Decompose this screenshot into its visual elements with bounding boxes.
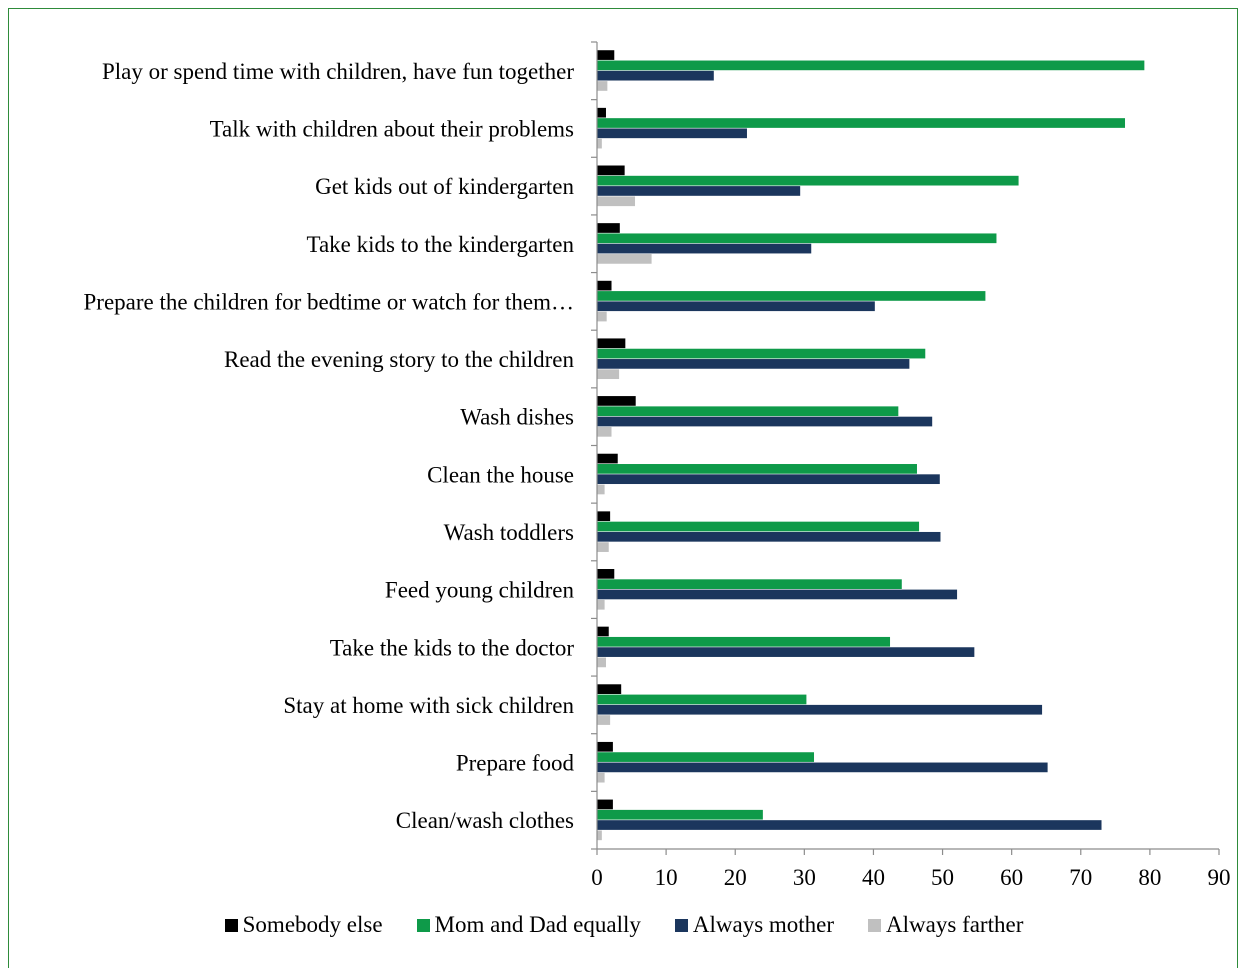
- category-label: Wash toddlers: [444, 520, 574, 545]
- bar-chart: Play or spend time with children, have f…: [84, 41, 1231, 890]
- bar-somebody-else-9: [597, 511, 611, 522]
- bar-always-farther-1: [597, 81, 608, 91]
- bar-always-farther-6: [597, 369, 620, 380]
- bar-always-mother-7: [597, 416, 933, 427]
- bar-always-farther-2: [597, 138, 602, 149]
- bar-somebody-else-4: [597, 223, 620, 233]
- bar-always-farther-5: [597, 311, 607, 322]
- category-label: Read the evening story to the children: [224, 347, 575, 372]
- x-tick-label: 20: [724, 865, 747, 890]
- x-tick-label: 10: [655, 865, 678, 890]
- category-label: Feed young children: [385, 578, 575, 603]
- bar-always-mother-10: [597, 589, 958, 600]
- legend-swatch: [416, 918, 430, 932]
- bar-mom-and-dad-equally-4: [597, 233, 997, 244]
- bar-mom-and-dad-equally-7: [597, 406, 899, 417]
- bar-always-mother-3: [597, 186, 801, 196]
- category-label: Get kids out of kindergarten: [315, 174, 574, 199]
- bar-always-mother-5: [597, 301, 875, 312]
- bar-somebody-else-5: [597, 280, 612, 291]
- bar-mom-and-dad-equally-9: [597, 521, 920, 532]
- x-tick-label: 30: [793, 865, 816, 890]
- bar-mom-and-dad-equally-2: [597, 118, 1126, 128]
- category-label: Clean the house: [427, 462, 574, 487]
- bar-always-farther-7: [597, 426, 612, 437]
- bar-somebody-else-2: [597, 107, 606, 118]
- bar-always-mother-11: [597, 647, 975, 657]
- category-label: Clean/wash clothes: [396, 808, 574, 833]
- bar-always-farther-3: [597, 196, 636, 207]
- bar-somebody-else-7: [597, 396, 636, 406]
- bar-somebody-else-14: [597, 799, 613, 810]
- bar-always-mother-1: [597, 70, 714, 81]
- bar-mom-and-dad-equally-11: [597, 636, 891, 647]
- legend-item: Mom and Dad equally: [416, 912, 641, 938]
- legend-swatch: [224, 918, 238, 932]
- bar-mom-and-dad-equally-3: [597, 175, 1019, 186]
- bar-always-mother-13: [597, 762, 1048, 773]
- legend-swatch: [868, 918, 882, 932]
- legend: Somebody else Mom and Dad equally Always m…: [0, 912, 1248, 938]
- legend-swatch: [674, 918, 688, 932]
- bar-always-farther-4: [597, 254, 652, 264]
- bar-always-farther-8: [597, 484, 605, 495]
- x-tick-label: 60: [1000, 865, 1023, 890]
- bars-group: [597, 50, 1145, 841]
- legend-item: Always farther: [868, 912, 1023, 938]
- bar-somebody-else-1: [597, 50, 615, 60]
- bar-always-mother-9: [597, 531, 941, 542]
- bar-always-farther-12: [597, 715, 611, 725]
- x-tick-label: 90: [1208, 865, 1231, 890]
- bar-somebody-else-10: [597, 569, 615, 579]
- category-label: Wash dishes: [460, 405, 574, 430]
- chart-frame: [8, 8, 1238, 968]
- bar-always-mother-4: [597, 243, 812, 254]
- category-labels: Play or spend time with children, have f…: [84, 59, 575, 833]
- category-label: Prepare food: [456, 751, 575, 776]
- category-label: Take the kids to the doctor: [330, 635, 575, 660]
- legend-item: Somebody else: [224, 912, 383, 938]
- bar-mom-and-dad-equally-1: [597, 60, 1145, 71]
- category-label: Prepare the children for bedtime or watc…: [84, 289, 574, 314]
- bar-somebody-else-12: [597, 684, 622, 694]
- bar-always-mother-6: [597, 359, 910, 369]
- bar-mom-and-dad-equally-13: [597, 752, 815, 762]
- x-tick-label: 50: [931, 865, 954, 890]
- category-label: Take kids to the kindergarten: [307, 232, 575, 257]
- bar-always-farther-14: [597, 830, 602, 841]
- bar-mom-and-dad-equally-6: [597, 348, 926, 359]
- bar-always-farther-11: [597, 657, 606, 668]
- bar-mom-and-dad-equally-12: [597, 694, 807, 705]
- legend-label: Somebody else: [242, 912, 383, 937]
- bar-always-mother-8: [597, 474, 940, 485]
- bar-somebody-else-8: [597, 453, 618, 464]
- bar-somebody-else-13: [597, 741, 613, 752]
- legend-item: Always mother: [674, 912, 835, 938]
- bar-mom-and-dad-equally-8: [597, 464, 917, 474]
- bar-somebody-else-3: [597, 165, 625, 176]
- bar-always-mother-2: [597, 128, 747, 139]
- category-label: Talk with children about their problems: [210, 116, 574, 141]
- legend-label: Always mother: [692, 912, 835, 937]
- bar-somebody-else-6: [597, 338, 626, 349]
- y-axis: [591, 41, 598, 850]
- x-tick-label: 80: [1138, 865, 1161, 890]
- bar-always-mother-12: [597, 704, 1043, 715]
- x-tick-label: 0: [591, 865, 603, 890]
- x-tick-label: 70: [1069, 865, 1092, 890]
- bar-mom-and-dad-equally-10: [597, 579, 902, 590]
- x-axis: 0 10 20 30 40 50 60 70 80 90: [591, 848, 1231, 890]
- bar-mom-and-dad-equally-14: [597, 809, 763, 820]
- legend-label: Mom and Dad equally: [434, 912, 641, 937]
- category-label: Stay at home with sick children: [283, 693, 574, 718]
- bar-always-farther-13: [597, 772, 605, 783]
- bar-somebody-else-11: [597, 626, 609, 637]
- x-tick-label: 40: [862, 865, 885, 890]
- legend-label: Always farther: [886, 912, 1024, 937]
- bar-mom-and-dad-equally-5: [597, 291, 986, 301]
- bar-always-farther-10: [597, 599, 605, 610]
- bar-always-farther-9: [597, 542, 609, 552]
- category-label: Play or spend time with children, have f…: [102, 59, 574, 84]
- bar-always-mother-14: [597, 820, 1102, 830]
